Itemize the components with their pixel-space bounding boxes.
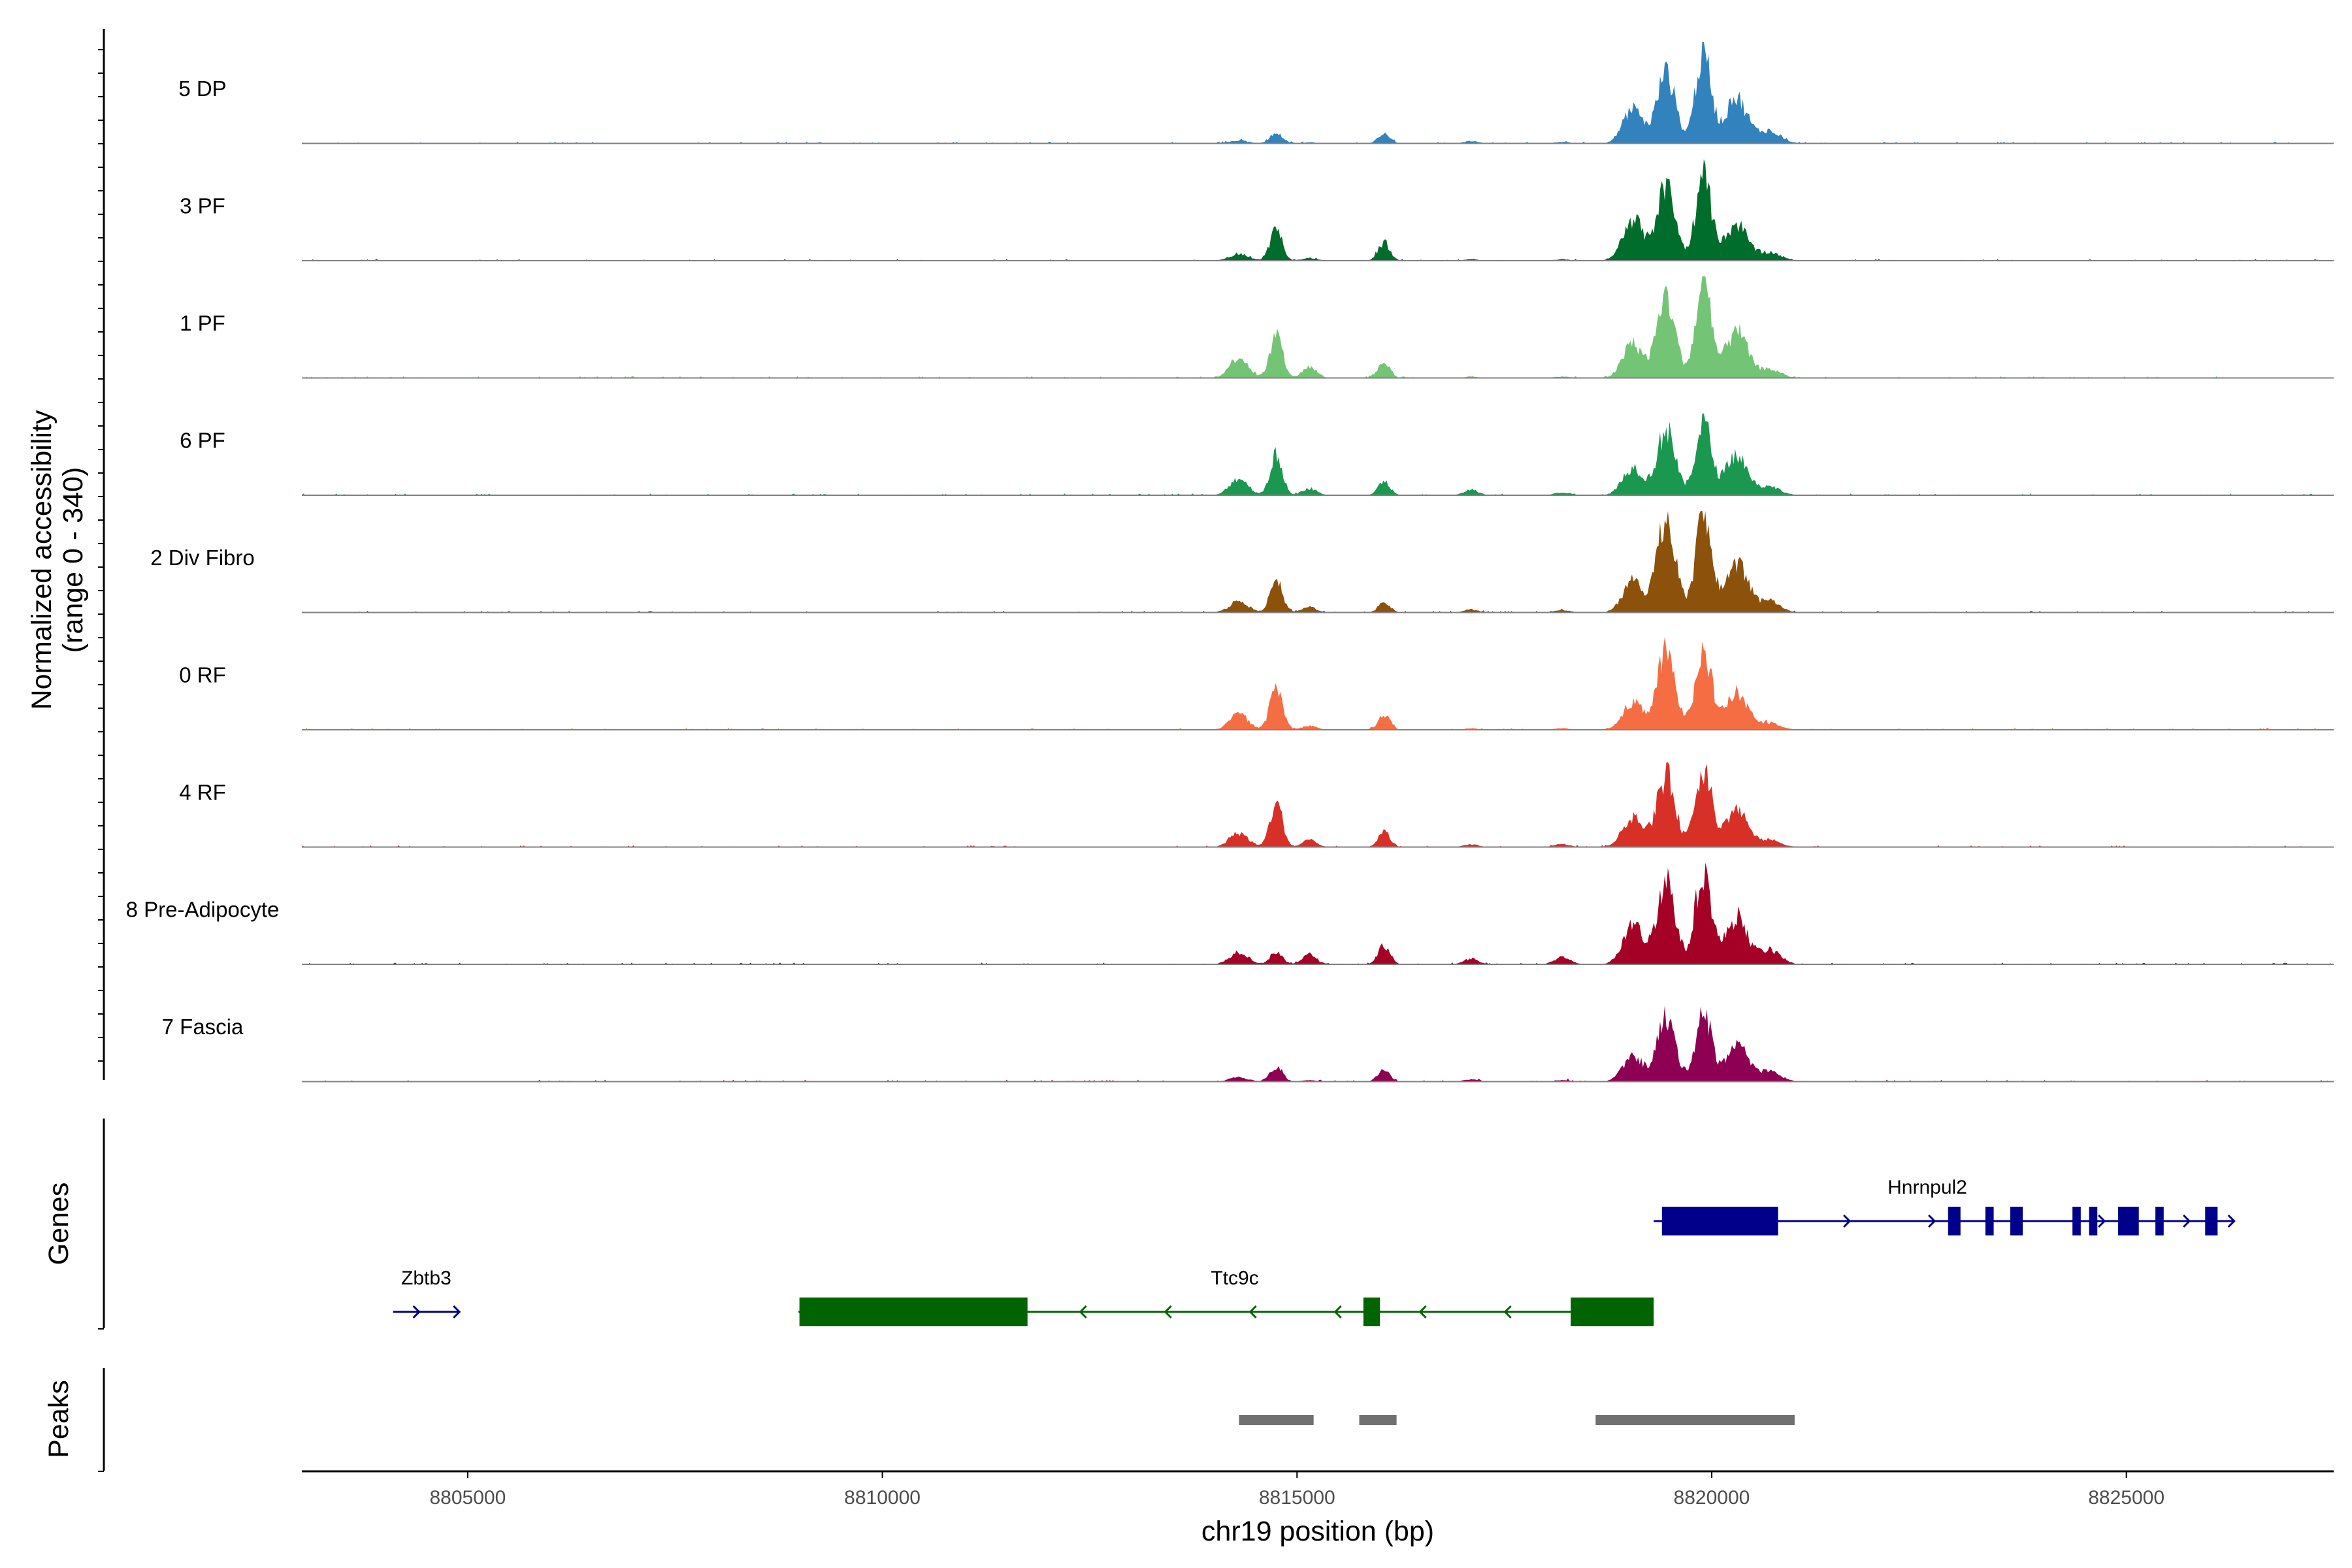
track-label-5-dp: 5 DP: [178, 76, 226, 101]
track-label-7-fascia: 7 Fascia: [162, 1015, 244, 1039]
y-axis-title: Normalized accessibility: [26, 410, 57, 710]
gene-annotation-track: Zbtb3 Ttc9c Hnrnpul2: [393, 1177, 2234, 1326]
x-axis-title: chr19 position (bp): [1201, 1516, 1434, 1547]
coverage-tracks: 5 DP 3 PF 1 PF 6 PF 2 Div Fibro 0 RF 4 RF 8 Pre…: [126, 42, 2334, 1082]
genome-track-figure: Normalized accessibility (range 0 - 340)…: [0, 0, 2352, 1568]
coverage-area-3-pf: [302, 159, 2334, 261]
x-tick-label: 8820000: [1674, 1487, 1750, 1509]
exon: [1985, 1207, 1994, 1235]
exon: [1364, 1298, 1380, 1326]
track-label-3-pf: 3 PF: [180, 194, 225, 218]
track-label-8-pre-adipocyte: 8 Pre-Adipocyte: [126, 898, 280, 922]
coverage-area-4-rf: [302, 762, 2334, 847]
track-5-dp: 5 DP: [178, 42, 2334, 144]
track-label-1-pf: 1 PF: [180, 311, 225, 335]
track-1-pf: 1 PF: [180, 276, 2334, 378]
track-3-pf: 3 PF: [180, 159, 2334, 261]
exon: [2072, 1207, 2081, 1235]
exon: [1948, 1207, 1961, 1235]
gene-ttc9c: Ttc9c: [800, 1267, 1654, 1326]
exon: [2118, 1207, 2139, 1235]
track-2-div-fibro: 2 Div Fibro: [150, 511, 2334, 613]
gene-label-hnrnpul2: Hnrnpul2: [1887, 1177, 1967, 1198]
coverage-area-6-pf: [302, 414, 2334, 495]
exon: [2089, 1207, 2098, 1235]
peak-region: [1359, 1415, 1396, 1425]
exon: [2205, 1207, 2217, 1235]
track-6-pf: 6 PF: [180, 414, 2334, 495]
track-4-rf: 4 RF: [179, 762, 2334, 847]
peaks-panel-title: Peaks: [43, 1380, 74, 1458]
track-7-fascia: 7 Fascia: [162, 1005, 2334, 1082]
coverage-plot: Normalized accessibility (range 0 - 340)…: [0, 0, 2352, 1568]
peak-region: [1595, 1415, 1795, 1425]
coverage-area-2-div-fibro: [302, 511, 2334, 613]
track-label-2-div-fibro: 2 Div Fibro: [150, 546, 255, 570]
y-axis-range-label: (range 0 - 340): [57, 467, 89, 653]
exon: [2155, 1207, 2164, 1235]
peak-region: [1239, 1415, 1313, 1425]
peak-track: [1239, 1415, 1794, 1425]
exon: [1571, 1298, 1654, 1326]
exon: [2010, 1207, 2023, 1235]
coverage-area-8-pre-adipocyte: [302, 863, 2334, 965]
coverage-area-7-fascia: [302, 1005, 2334, 1082]
gene-label-ttc9c: Ttc9c: [1211, 1267, 1258, 1289]
x-axis-ticks: 8805000 8810000 8815000 8820000 8825000: [429, 1471, 2164, 1509]
x-tick-label: 8825000: [2088, 1487, 2164, 1509]
track-0-rf: 0 RF: [179, 637, 2334, 730]
x-tick-label: 8815000: [1259, 1487, 1335, 1509]
exon: [1662, 1207, 1778, 1235]
x-tick-label: 8810000: [844, 1487, 921, 1509]
track-label-6-pf: 6 PF: [180, 429, 225, 453]
gene-hnrnpul2: Hnrnpul2: [1654, 1177, 2234, 1235]
coverage-area-5-dp: [302, 42, 2334, 144]
exon: [800, 1298, 1028, 1326]
gene-zbtb3: Zbtb3: [393, 1267, 460, 1318]
track-8-pre-adipocyte: 8 Pre-Adipocyte: [126, 863, 2334, 965]
track-label-0-rf: 0 RF: [179, 663, 226, 687]
track-label-4-rf: 4 RF: [179, 780, 226, 804]
x-tick-label: 8805000: [429, 1487, 506, 1509]
gene-label-zbtb3: Zbtb3: [401, 1267, 451, 1289]
coverage-area-1-pf: [302, 276, 2334, 378]
coverage-area-0-rf: [302, 637, 2334, 730]
genes-panel-title: Genes: [43, 1183, 74, 1266]
